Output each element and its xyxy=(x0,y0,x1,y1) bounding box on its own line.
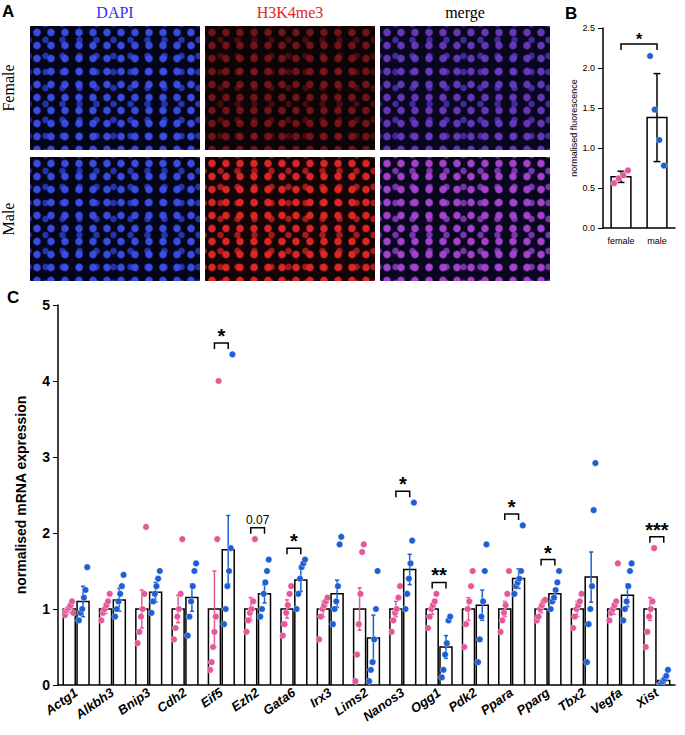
svg-text:Irx3: Irx3 xyxy=(307,684,335,711)
svg-text:Ogg1: Ogg1 xyxy=(408,685,444,716)
svg-text:1: 1 xyxy=(42,601,50,617)
svg-text:1.0: 1.0 xyxy=(582,143,595,153)
svg-text:Nanos3: Nanos3 xyxy=(360,684,408,724)
svg-text:Pdk2: Pdk2 xyxy=(446,684,481,715)
html-text:A: A xyxy=(2,2,15,21)
svg-text:**: ** xyxy=(431,564,447,586)
svg-text:2.0: 2.0 xyxy=(582,63,595,73)
svg-text:Actg1: Actg1 xyxy=(42,684,81,718)
svg-text:1.5: 1.5 xyxy=(582,103,595,113)
svg-text:Ppara: Ppara xyxy=(478,685,516,718)
html-text:DAPI: DAPI xyxy=(96,4,134,21)
html-text:H3K4me3: H3K4me3 xyxy=(256,4,324,21)
svg-text:Xist: Xist xyxy=(632,684,662,711)
svg-text:*: * xyxy=(399,473,407,495)
svg-text:0: 0 xyxy=(42,677,50,693)
svg-text:***: *** xyxy=(645,519,669,541)
svg-text:normalised fluorescence: normalised fluorescence xyxy=(569,79,579,177)
svg-text:2: 2 xyxy=(42,525,50,541)
svg-text:0.07: 0.07 xyxy=(246,513,270,527)
svg-text:*: * xyxy=(217,325,225,347)
svg-text:5: 5 xyxy=(42,297,50,313)
html-text:Male: Male xyxy=(0,202,17,236)
svg-text:Bnip3: Bnip3 xyxy=(115,684,154,717)
svg-text:B: B xyxy=(565,4,577,23)
html-text:merge: merge xyxy=(445,4,485,21)
svg-text:Cdh2: Cdh2 xyxy=(154,684,190,715)
svg-text:Lims2: Lims2 xyxy=(331,684,371,719)
svg-text:Gata6: Gata6 xyxy=(260,684,299,717)
svg-text:3: 3 xyxy=(42,449,50,465)
svg-text:Tbx2: Tbx2 xyxy=(555,684,589,714)
svg-text:*: * xyxy=(290,530,298,552)
svg-text:Pparg: Pparg xyxy=(513,685,552,718)
svg-text:female: female xyxy=(607,236,634,246)
svg-text:*: * xyxy=(636,31,643,48)
svg-text:0.0: 0.0 xyxy=(582,223,595,233)
svg-text:Ezh2: Ezh2 xyxy=(228,684,262,714)
svg-text:Alkbh3: Alkbh3 xyxy=(72,684,118,722)
svg-text:C: C xyxy=(7,288,19,307)
svg-text:normalised mRNA expression: normalised mRNA expression xyxy=(13,396,29,595)
svg-text:0.5: 0.5 xyxy=(582,183,595,193)
svg-text:2.5: 2.5 xyxy=(582,23,595,33)
svg-text:Eif5: Eif5 xyxy=(197,684,226,710)
svg-text:Vegfa: Vegfa xyxy=(588,685,625,717)
svg-text:male: male xyxy=(647,236,667,246)
svg-text:4: 4 xyxy=(42,373,50,389)
svg-text:*: * xyxy=(508,496,516,518)
html-text:Female: Female xyxy=(0,64,17,112)
svg-text:*: * xyxy=(544,542,552,564)
